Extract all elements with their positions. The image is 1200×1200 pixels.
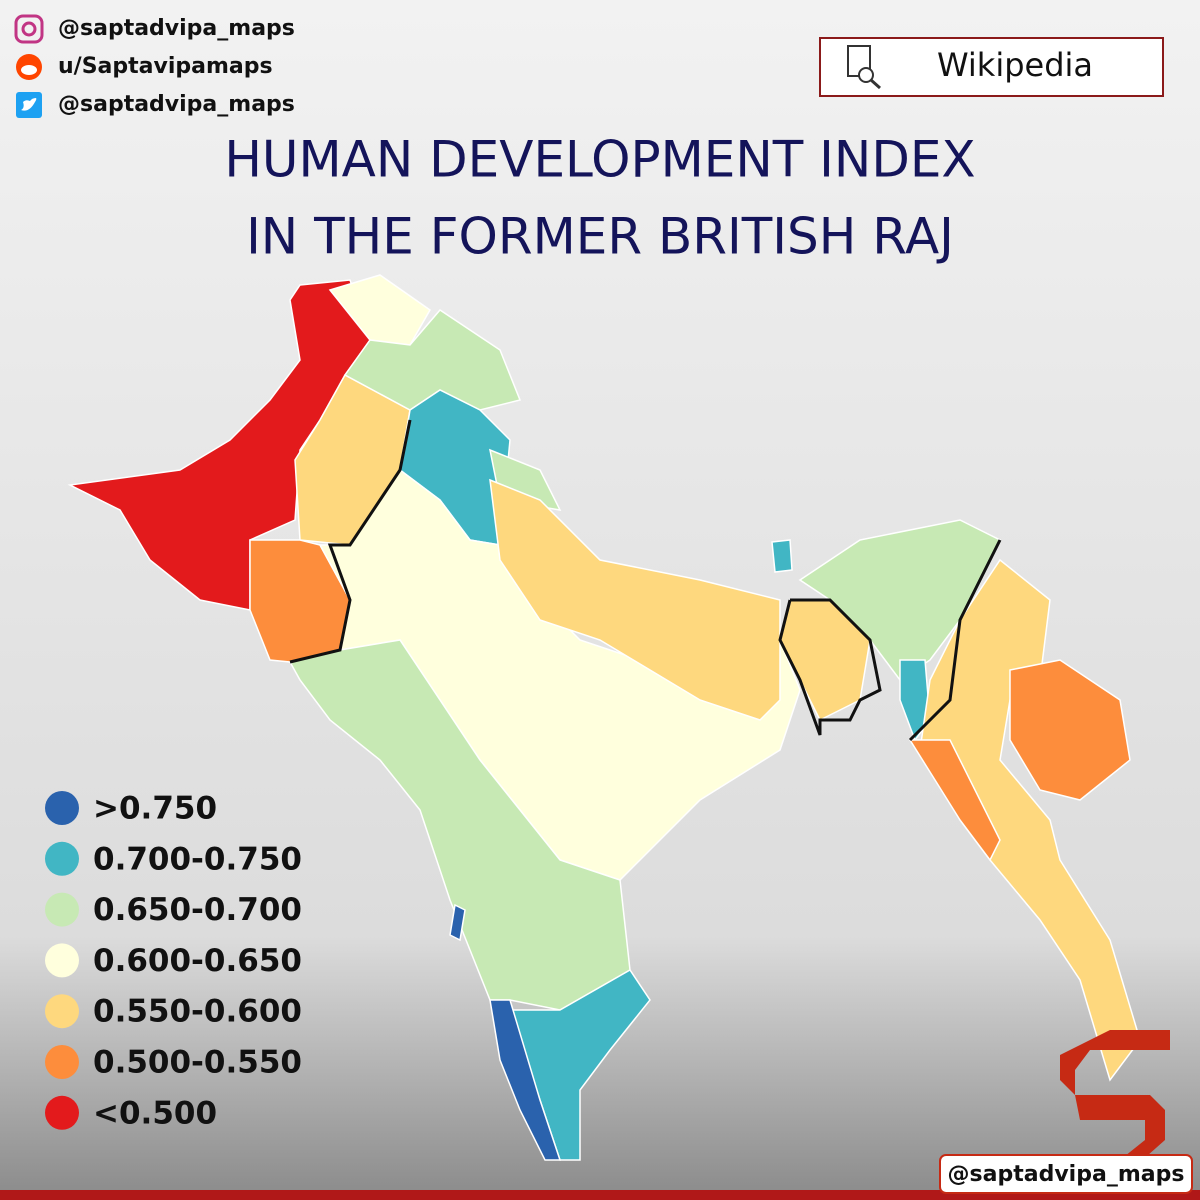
legend-swatch — [45, 1045, 79, 1079]
document-icon — [858, 67, 874, 83]
legend-swatch — [45, 892, 79, 927]
border-line — [289, 419, 412, 664]
border-line — [778, 598, 882, 736]
legend-label: <0.500 — [93, 1095, 217, 1131]
legend-swatch — [45, 943, 79, 978]
footer-box — [939, 1154, 1193, 1194]
region — [1009, 659, 1131, 801]
footer-handle: @saptadvipa_maps — [948, 1162, 1185, 1187]
title-line: IN THE FORMER BRITISH RAJ — [246, 208, 954, 266]
legend-label: >0.750 — [93, 791, 217, 827]
social-handle: @saptadvipa_maps — [58, 92, 295, 117]
region — [771, 539, 793, 573]
legend-swatch — [45, 1095, 79, 1130]
twitter-icon — [21, 98, 37, 111]
title-line: HUMAN DEVELOPMENT INDEX — [224, 131, 975, 189]
region — [343, 309, 522, 411]
region — [489, 478, 781, 721]
legend-label: 0.600-0.650 — [93, 943, 302, 979]
legend-swatch — [45, 841, 79, 876]
legend-swatch — [45, 994, 79, 1029]
legend-label: 0.550-0.600 — [93, 994, 302, 1030]
region — [489, 999, 562, 1161]
border-line — [908, 539, 1002, 742]
legend-label: 0.500-0.550 — [93, 1045, 302, 1081]
legend-label: 0.700-0.750 — [93, 841, 302, 877]
instagram-icon — [14, 14, 44, 44]
region — [449, 903, 466, 942]
instagram-icon — [21, 21, 37, 37]
region — [328, 274, 431, 346]
source-label: Wikipedia — [937, 46, 1093, 84]
reddit-icon — [21, 65, 37, 75]
region — [908, 739, 1001, 862]
social-handle: u/Saptavipamaps — [58, 54, 273, 79]
map — [67, 274, 1141, 1161]
document-icon — [870, 78, 881, 90]
bottom-bar — [0, 1190, 1200, 1200]
legend-label: 0.650-0.700 — [93, 892, 302, 928]
legend: >0.750 0.700-0.750 0.650-0.700 0.600-0.650 0… — [45, 791, 302, 1131]
legend-swatch — [45, 791, 79, 825]
social-handle: @saptadvipa_maps — [58, 16, 295, 41]
